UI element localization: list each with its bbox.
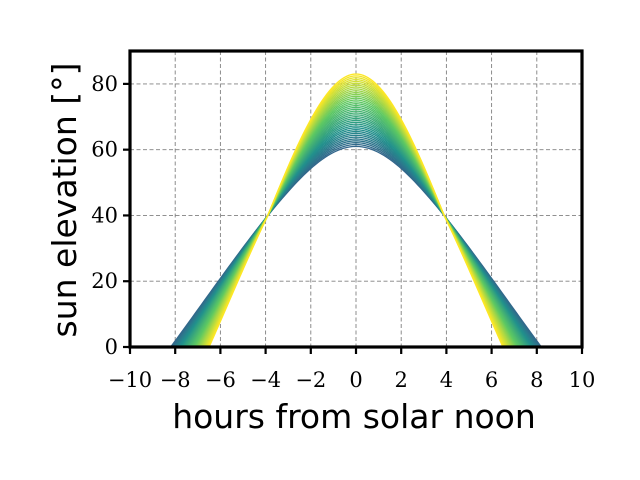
x-tick-label: 2 [395,368,408,392]
plot-frame [128,49,584,349]
axis-ticks: −10 −8 −6 −4 −2 0 2 4 6 8 10 0 20 40 60 80 [91,72,595,392]
x-tick-label: 4 [440,368,453,392]
y-tick-label: 40 [91,203,118,227]
elevation-series-line [191,104,521,348]
x-tick-label: −2 [295,368,326,392]
x-tick-label: 0 [349,368,362,392]
x-tick-label: 10 [569,368,596,392]
x-tick-label: −10 [108,368,152,392]
x-tick-label: 6 [485,368,498,392]
x-axis-title: hours from solar noon [172,397,536,436]
y-tick-label: 0 [105,335,118,359]
y-tick-label: 60 [91,138,118,162]
elevation-series-line [172,142,540,348]
grid-lines [130,51,582,347]
elevation-curves [170,73,542,348]
x-tick-label: −6 [205,368,236,392]
elevation-series-line [208,73,504,348]
y-axis-title: sun elevation [°] [45,63,84,338]
x-tick-label: −8 [160,368,191,392]
y-tick-label: 80 [91,72,118,96]
x-tick-label: 8 [530,368,543,392]
y-tick-label: 20 [91,269,118,293]
x-tick-label: −4 [250,368,281,392]
